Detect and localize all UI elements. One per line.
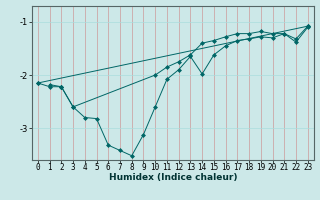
X-axis label: Humidex (Indice chaleur): Humidex (Indice chaleur) [108,173,237,182]
